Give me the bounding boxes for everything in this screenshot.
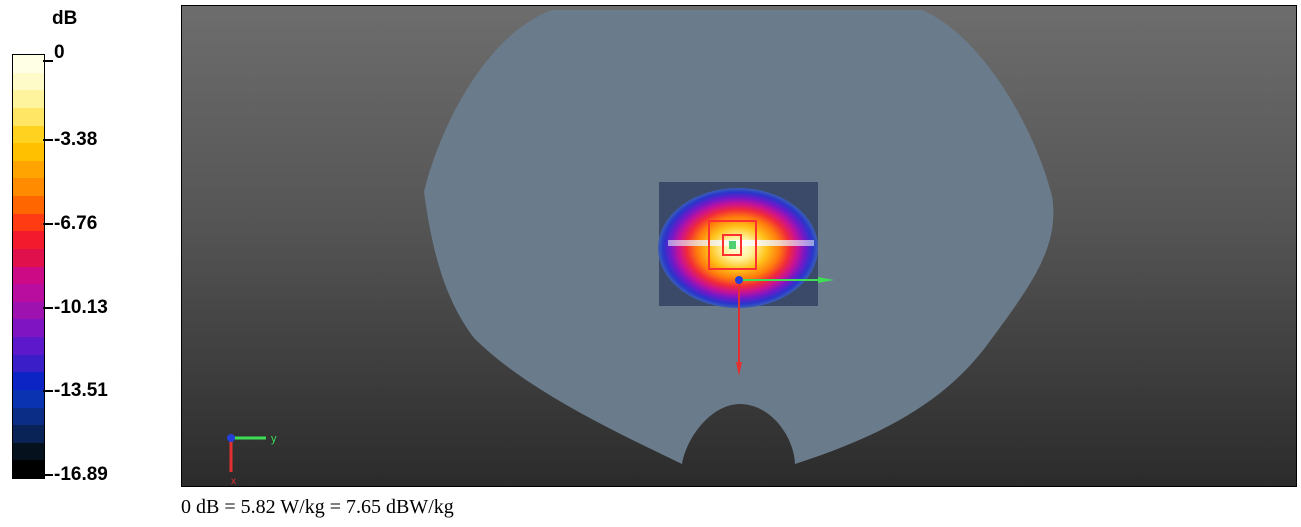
color-band — [13, 213, 44, 232]
color-band — [13, 284, 44, 302]
scale-tick-mark — [43, 60, 53, 62]
color-band — [13, 319, 44, 337]
scale-tick-mark — [43, 223, 53, 225]
triad-origin — [227, 434, 235, 442]
triad-label-y: y — [271, 433, 277, 445]
sar-distribution — [658, 188, 818, 308]
scene-canvas: y x — [227, 10, 1054, 487]
triad-label-x: x — [231, 476, 236, 487]
color-scale-legend: dB 0 -3.38 -6.76 -10.13 -13.51 -16.89 — [0, 0, 170, 490]
reference-value-caption: 0 dB = 5.82 W/kg = 7.65 dBW/kg — [181, 496, 454, 518]
color-band — [13, 90, 44, 108]
3d-viewport[interactable]: y x — [181, 5, 1297, 487]
color-band — [13, 178, 44, 196]
color-band — [13, 425, 44, 443]
color-band — [13, 354, 44, 373]
scale-tick-mark — [43, 390, 53, 392]
local-axis-y-arrow — [818, 277, 834, 283]
scale-tick-label: 0 — [54, 42, 65, 63]
scale-tick-label: -6.76 — [54, 213, 98, 234]
color-band — [13, 248, 44, 267]
zoom-scan-inner — [722, 234, 742, 256]
color-band — [13, 72, 44, 91]
color-band — [13, 442, 44, 461]
color-band — [13, 372, 44, 390]
local-axis-x-arrow — [736, 362, 742, 376]
color-band — [13, 337, 44, 355]
color-band — [13, 55, 44, 73]
color-band — [13, 196, 44, 214]
color-band — [13, 107, 44, 126]
color-band — [13, 160, 44, 179]
local-axis-origin — [735, 276, 743, 284]
color-band — [13, 301, 44, 320]
color-band — [13, 231, 44, 249]
scale-tick-label: -13.51 — [54, 380, 108, 401]
scale-tick-mark — [43, 139, 53, 141]
scale-tick-label: -16.89 — [54, 464, 108, 485]
color-band — [13, 125, 44, 144]
legend-unit-label: dB — [52, 8, 78, 29]
scale-tick-label: -10.13 — [54, 297, 108, 318]
color-band — [13, 389, 44, 408]
color-band — [13, 407, 44, 426]
scale-tick-mark — [43, 474, 53, 476]
peak-marker — [729, 241, 736, 249]
scale-tick-label: -3.38 — [54, 129, 98, 150]
color-band — [13, 143, 44, 161]
zoom-scan-outer — [708, 220, 757, 270]
color-scale-bar — [12, 54, 45, 479]
scale-tick-mark — [43, 307, 53, 309]
color-band — [13, 266, 44, 285]
color-band — [13, 460, 44, 478]
